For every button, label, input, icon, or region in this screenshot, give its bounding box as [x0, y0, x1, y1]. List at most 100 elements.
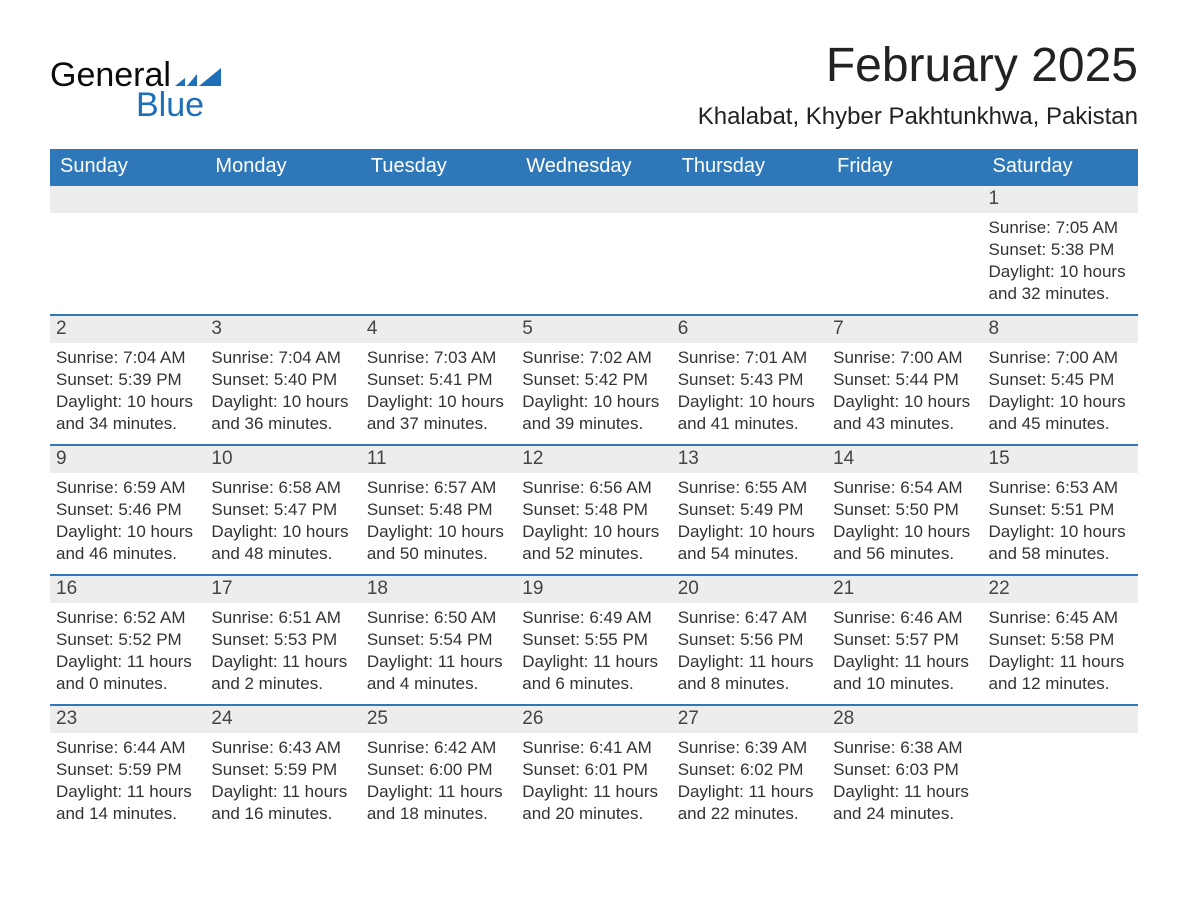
daylight-label: Daylight: [678, 392, 744, 411]
day-number: 4 [361, 316, 516, 343]
sunset-value: 6:00 PM [429, 760, 492, 779]
calendar-cell: 7Sunrise: 7:00 AMSunset: 5:44 PMDaylight… [827, 315, 982, 445]
sunset-label: Sunset: [678, 500, 736, 519]
calendar-head: Sunday Monday Tuesday Wednesday Thursday… [50, 149, 1138, 185]
day-number [50, 186, 205, 213]
daylight-label: Daylight: [211, 782, 277, 801]
sunset-line: Sunset: 5:46 PM [56, 499, 199, 521]
sunset-value: 5:44 PM [896, 370, 959, 389]
sunset-label: Sunset: [211, 630, 269, 649]
day-number [983, 706, 1138, 733]
sunset-label: Sunset: [367, 370, 425, 389]
sunset-value: 5:51 PM [1051, 500, 1114, 519]
sunset-line: Sunset: 5:59 PM [56, 759, 199, 781]
day-body: Sunrise: 6:45 AMSunset: 5:58 PMDaylight:… [983, 603, 1138, 701]
sunset-label: Sunset: [833, 630, 891, 649]
sunrise-value: 6:52 AM [123, 608, 185, 627]
day-number: 26 [516, 706, 671, 733]
sunrise-label: Sunrise: [367, 478, 429, 497]
day-body: Sunrise: 6:53 AMSunset: 5:51 PMDaylight:… [983, 473, 1138, 571]
day-body: Sunrise: 6:46 AMSunset: 5:57 PMDaylight:… [827, 603, 982, 701]
calendar-cell [50, 185, 205, 315]
calendar-week: 16Sunrise: 6:52 AMSunset: 5:52 PMDayligh… [50, 575, 1138, 705]
daylight-label: Daylight: [367, 782, 433, 801]
day-number: 2 [50, 316, 205, 343]
sunrise-line: Sunrise: 6:51 AM [211, 607, 354, 629]
sunrise-value: 7:04 AM [279, 348, 341, 367]
sunset-line: Sunset: 5:48 PM [367, 499, 510, 521]
day-body: Sunrise: 6:38 AMSunset: 6:03 PMDaylight:… [827, 733, 982, 831]
calendar-cell: 17Sunrise: 6:51 AMSunset: 5:53 PMDayligh… [205, 575, 360, 705]
day-number: 24 [205, 706, 360, 733]
calendar-cell: 1Sunrise: 7:05 AMSunset: 5:38 PMDaylight… [983, 185, 1138, 315]
daylight-label: Daylight: [522, 522, 588, 541]
sunset-line: Sunset: 6:02 PM [678, 759, 821, 781]
sunset-label: Sunset: [211, 500, 269, 519]
day-number: 1 [983, 186, 1138, 213]
day-number: 25 [361, 706, 516, 733]
sunrise-label: Sunrise: [522, 478, 584, 497]
daylight-label: Daylight: [833, 782, 899, 801]
page-title: February 2025 [698, 40, 1138, 93]
sunrise-label: Sunrise: [989, 608, 1051, 627]
sunset-line: Sunset: 5:53 PM [211, 629, 354, 651]
daylight-label: Daylight: [989, 522, 1055, 541]
day-number: 15 [983, 446, 1138, 473]
daylight-label: Daylight: [56, 392, 122, 411]
day-number: 12 [516, 446, 671, 473]
sunrise-label: Sunrise: [989, 478, 1051, 497]
daylight-line: Daylight: 11 hours and 14 minutes. [56, 781, 199, 825]
daylight-label: Daylight: [211, 652, 277, 671]
sunrise-value: 6:51 AM [279, 608, 341, 627]
sunrise-label: Sunrise: [56, 608, 118, 627]
sunrise-value: 6:38 AM [900, 738, 962, 757]
sunset-label: Sunset: [989, 630, 1047, 649]
sunset-line: Sunset: 6:00 PM [367, 759, 510, 781]
sunrise-label: Sunrise: [367, 738, 429, 757]
day-number [516, 186, 671, 213]
sunrise-value: 6:54 AM [900, 478, 962, 497]
daylight-line: Daylight: 11 hours and 4 minutes. [367, 651, 510, 695]
calendar-cell: 4Sunrise: 7:03 AMSunset: 5:41 PMDaylight… [361, 315, 516, 445]
daylight-line: Daylight: 10 hours and 46 minutes. [56, 521, 199, 565]
daylight-label: Daylight: [833, 392, 899, 411]
daylight-label: Daylight: [833, 522, 899, 541]
sunrise-value: 6:49 AM [589, 608, 651, 627]
day-number: 20 [672, 576, 827, 603]
calendar-cell: 12Sunrise: 6:56 AMSunset: 5:48 PMDayligh… [516, 445, 671, 575]
day-body: Sunrise: 7:05 AMSunset: 5:38 PMDaylight:… [983, 213, 1138, 311]
sunset-value: 5:53 PM [274, 630, 337, 649]
sunrise-value: 6:50 AM [434, 608, 496, 627]
day-body: Sunrise: 6:55 AMSunset: 5:49 PMDaylight:… [672, 473, 827, 571]
daylight-label: Daylight: [989, 262, 1055, 281]
sunrise-value: 7:00 AM [900, 348, 962, 367]
sunrise-value: 6:42 AM [434, 738, 496, 757]
sunset-label: Sunset: [56, 630, 114, 649]
day-body: Sunrise: 7:02 AMSunset: 5:42 PMDaylight:… [516, 343, 671, 441]
calendar-cell: 24Sunrise: 6:43 AMSunset: 5:59 PMDayligh… [205, 705, 360, 834]
sunrise-line: Sunrise: 7:04 AM [56, 347, 199, 369]
sunrise-value: 7:05 AM [1056, 218, 1118, 237]
sunrise-label: Sunrise: [211, 348, 273, 367]
calendar-cell: 15Sunrise: 6:53 AMSunset: 5:51 PMDayligh… [983, 445, 1138, 575]
day-body: Sunrise: 6:42 AM Sunset: 6:00 PMDaylight:… [361, 733, 516, 831]
sunrise-line: Sunrise: 7:02 AM [522, 347, 665, 369]
daylight-line: Daylight: 10 hours and 39 minutes. [522, 391, 665, 435]
sunrise-line: Sunrise: 6:46 AM [833, 607, 976, 629]
day-header: Sunday [50, 149, 205, 185]
sunset-label: Sunset: [989, 240, 1047, 259]
calendar-cell [672, 185, 827, 315]
sunset-value: 5:50 PM [896, 500, 959, 519]
calendar-cell: 16Sunrise: 6:52 AMSunset: 5:52 PMDayligh… [50, 575, 205, 705]
sunset-value: 5:38 PM [1051, 240, 1114, 259]
sunset-line: Sunset: 5:39 PM [56, 369, 199, 391]
calendar-cell: 28Sunrise: 6:38 AMSunset: 6:03 PMDayligh… [827, 705, 982, 834]
sunrise-line: Sunrise: 6:47 AM [678, 607, 821, 629]
sunset-line: Sunset: 5:40 PM [211, 369, 354, 391]
day-body: Sunrise: 6:51 AMSunset: 5:53 PMDaylight:… [205, 603, 360, 701]
sunset-line: Sunset: 5:56 PM [678, 629, 821, 651]
day-body: Sunrise: 7:04 AMSunset: 5:40 PMDaylight:… [205, 343, 360, 441]
sunset-value: 5:49 PM [740, 500, 803, 519]
sunset-value: 5:56 PM [740, 630, 803, 649]
calendar-cell [361, 185, 516, 315]
